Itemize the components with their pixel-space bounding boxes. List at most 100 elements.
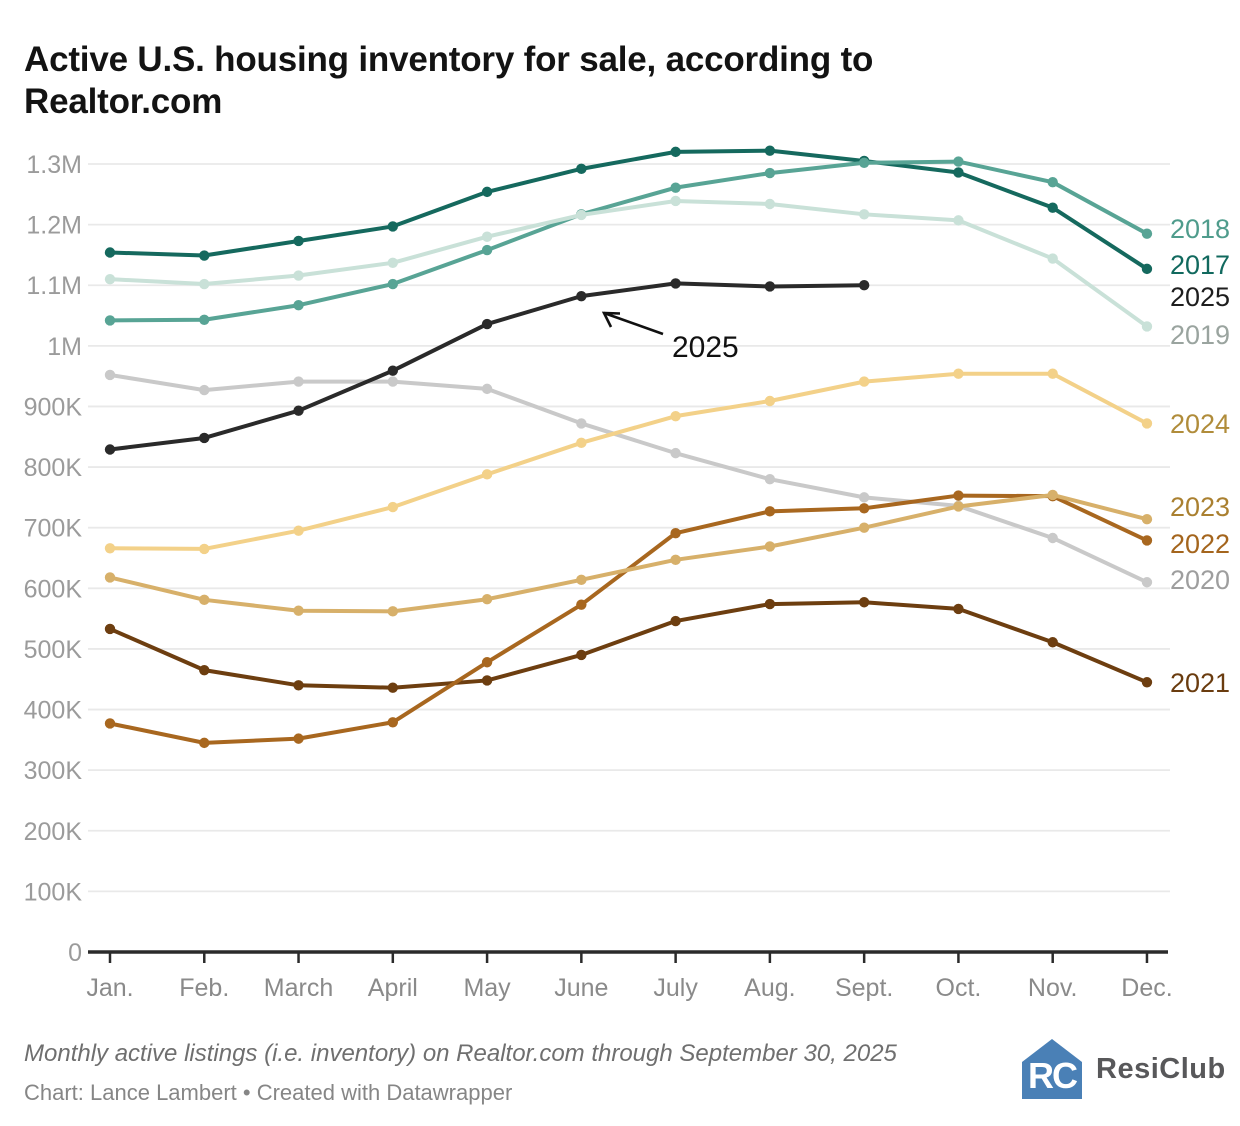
data-point-2023-Jan. [104, 572, 116, 583]
data-point-2025-July [670, 278, 681, 289]
data-point-2020-Nov. [1047, 532, 1058, 544]
data-point-2023-July [670, 554, 681, 566]
annotation-arrow [603, 311, 664, 336]
data-point-2024-March [293, 525, 304, 536]
data-point-2025-April [387, 365, 399, 376]
data-point-2023-Sept. [858, 522, 870, 533]
data-point-2017-May [481, 186, 493, 198]
data-point-2017-March [293, 235, 304, 247]
data-point-2019-Feb. [199, 278, 210, 290]
data-point-2017-Jan. [104, 247, 116, 258]
series-label-2019: 2019 [1170, 320, 1230, 350]
data-point-2023-April [387, 606, 399, 617]
series-line-2025 [109, 281, 865, 452]
y-tick-label-300K: 300K [24, 757, 83, 785]
data-point-2018-Nov. [1047, 176, 1058, 188]
series-label-2017: 2017 [1170, 250, 1230, 280]
data-point-2022-Dec. [1141, 535, 1153, 546]
series-label-2020: 2020 [1170, 565, 1230, 595]
data-point-2021-May [481, 675, 493, 686]
x-tick-label-April: April [368, 974, 418, 1002]
y-tick-label-100K: 100K [24, 878, 83, 906]
series-label-2022: 2022 [1170, 529, 1230, 559]
x-tick-label-Jan.: Jan. [86, 974, 133, 1002]
y-tick-label-1.2M: 1.2M [26, 212, 82, 240]
data-point-2018-Oct. [953, 156, 964, 167]
data-point-2017-June [576, 163, 587, 175]
data-point-2022-March [293, 733, 304, 744]
data-point-2018-Feb. [199, 314, 210, 325]
series-label-2023: 2023 [1170, 492, 1230, 522]
series-label-2021: 2021 [1170, 668, 1230, 698]
data-point-2024-Dec. [1141, 418, 1153, 429]
data-point-2020-Jan. [104, 369, 116, 381]
chart-credit: Chart: Lance Lambert • Created with Data… [24, 1080, 513, 1105]
data-point-2018-July [670, 182, 681, 193]
data-point-2017-July [670, 146, 681, 158]
x-tick-label-Aug.: Aug. [744, 974, 795, 1002]
y-tick-label-1M: 1M [47, 333, 82, 361]
data-point-2025-March [293, 405, 304, 416]
data-point-2023-May [481, 594, 493, 605]
data-point-2020-March [293, 376, 304, 387]
y-tick-label-500K: 500K [24, 636, 83, 664]
resiclub-house-icon: RC [1022, 1039, 1082, 1099]
y-tick-label-700K: 700K [24, 515, 83, 543]
data-point-2018-May [481, 244, 493, 256]
data-point-2024-Feb. [199, 543, 210, 555]
y-tick-label-400K: 400K [24, 697, 83, 725]
x-tick-label-Sept.: Sept. [835, 974, 893, 1002]
data-point-2024-Oct. [953, 368, 964, 379]
data-point-2019-April [387, 257, 399, 269]
x-tick-label-July: July [653, 974, 698, 1002]
data-point-2017-Nov. [1047, 202, 1058, 213]
data-point-2022-Feb. [199, 737, 210, 749]
data-point-2021-Feb. [199, 664, 210, 676]
data-point-2020-Dec. [1141, 577, 1153, 588]
data-point-2022-Oct. [953, 490, 964, 501]
data-point-2023-Nov. [1047, 489, 1058, 501]
data-point-2024-Nov. [1047, 368, 1058, 379]
data-point-2021-Aug. [764, 598, 776, 610]
data-point-2023-Feb. [199, 594, 210, 606]
data-point-2024-June [576, 437, 587, 449]
data-point-2024-Jan. [104, 543, 116, 554]
data-point-2020-Aug. [764, 474, 776, 485]
data-point-2024-April [387, 501, 399, 513]
data-point-2019-May [481, 231, 493, 242]
data-point-2020-April [387, 376, 399, 387]
x-tick-label-Feb.: Feb. [179, 974, 229, 1002]
y-tick-label-1.1M: 1.1M [26, 272, 82, 300]
data-point-2017-Oct. [953, 167, 964, 178]
data-point-2022-July [670, 527, 681, 539]
data-point-2020-May [481, 383, 493, 395]
data-point-2018-April [387, 278, 399, 290]
series-line-2017 [109, 148, 1149, 271]
series-line-2019 [109, 198, 1149, 329]
data-point-2025-Aug. [764, 281, 776, 292]
data-point-2023-Dec. [1141, 514, 1153, 525]
data-point-2024-Aug. [764, 395, 776, 407]
x-tick-label-May: May [463, 974, 511, 1002]
x-tick-label-June: June [554, 974, 608, 1002]
data-point-2021-April [387, 682, 399, 693]
data-point-2019-Sept. [858, 209, 870, 220]
data-point-2019-Dec. [1141, 321, 1153, 332]
y-tick-label-1.3M: 1.3M [26, 151, 82, 179]
series-line-2018 [109, 159, 1148, 323]
series-line-2023 [109, 492, 1148, 614]
data-point-2023-March [293, 605, 304, 616]
x-tick-label-Nov.: Nov. [1028, 974, 1078, 1002]
data-point-2017-Dec. [1141, 263, 1153, 275]
y-tick-label-0: 0 [68, 939, 82, 967]
data-point-2022-June [576, 599, 587, 610]
data-point-2021-July [670, 615, 681, 627]
data-point-2022-Sept. [858, 503, 870, 514]
data-point-2018-Aug. [764, 167, 776, 179]
y-tick-label-800K: 800K [24, 454, 83, 482]
data-point-2017-Feb. [199, 250, 210, 261]
data-point-2022-Jan. [104, 718, 116, 729]
y-tick-label-600K: 600K [24, 575, 83, 603]
data-point-2025-June [576, 290, 587, 302]
series-line-2020 [109, 372, 1148, 585]
